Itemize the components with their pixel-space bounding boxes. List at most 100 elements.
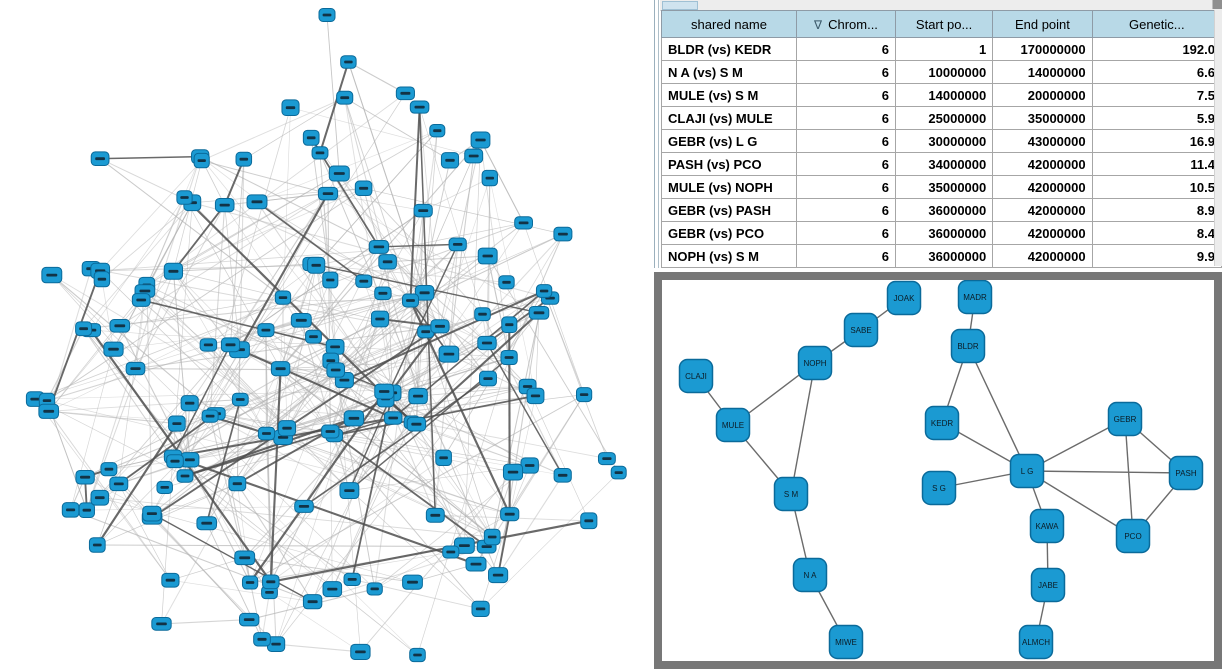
detail-node-l-g[interactable]: L G [1009,453,1045,489]
overview-node[interactable] [438,345,460,363]
overview-node[interactable] [41,266,63,284]
overview-node[interactable] [214,197,235,213]
overview-node[interactable] [322,271,339,289]
overview-node[interactable] [580,512,598,530]
overview-node[interactable] [500,507,520,522]
detail-node-pash[interactable]: PASH [1168,455,1204,491]
overview-node[interactable] [483,528,501,546]
overview-node[interactable] [109,476,129,492]
table-row[interactable]: MULE (vs) S M 6 14000000 20000000 7.5 [661,83,1222,107]
overview-node[interactable] [409,647,426,663]
overview-node[interactable] [435,449,452,467]
overview-node[interactable] [262,574,280,590]
overview-node[interactable] [156,480,173,494]
detail-node-noph[interactable]: NOPH [797,345,833,381]
overview-node[interactable] [318,8,336,22]
overview-node[interactable] [220,337,241,353]
overview-node[interactable] [501,316,518,333]
overview-node[interactable] [151,617,172,631]
detail-node-bldr[interactable]: BLDR [950,328,986,364]
table-row[interactable]: GEBR (vs) PCO 6 36000000 42000000 8.4 [661,221,1222,245]
detail-node-s-g[interactable]: S G [921,470,957,506]
overview-node[interactable] [290,312,312,328]
overview-node[interactable] [350,643,371,660]
overview-node[interactable] [370,310,390,328]
table-row[interactable]: BLDR (vs) KEDR 6 1 170000000 192.0 [661,37,1222,61]
overview-node[interactable] [270,361,291,377]
table-vertical-scrollbar[interactable] [1214,10,1222,266]
overview-node[interactable] [610,465,627,480]
overview-node[interactable] [199,338,218,352]
overview-node[interactable] [317,186,339,201]
overview-node[interactable] [470,131,491,149]
overview-network-canvas[interactable] [0,0,650,669]
column-header-end-point[interactable]: End point [992,10,1093,38]
overview-node[interactable] [355,274,373,288]
overview-node[interactable] [274,290,292,305]
overview-node[interactable] [325,338,345,355]
overview-node[interactable] [228,476,247,492]
overview-node[interactable] [366,582,383,596]
table-row[interactable]: CLAJI (vs) MULE 6 25000000 35000000 5.9 [661,106,1222,130]
detail-node-jabe[interactable]: JABE [1030,567,1066,603]
overview-node[interactable] [277,420,297,437]
detail-node-gebr[interactable]: GEBR [1107,401,1143,437]
overview-node[interactable] [575,387,593,403]
column-header-start-po[interactable]: Start po... [894,10,994,38]
overview-node[interactable] [321,424,340,439]
overview-node[interactable] [257,426,276,441]
overview-node[interactable] [429,124,446,138]
overview-node[interactable] [498,275,515,290]
column-header-shared-name[interactable]: shared name [661,10,797,38]
detail-node-n-a[interactable]: N A [792,557,828,593]
overview-node[interactable] [125,361,146,376]
overview-node[interactable] [528,305,550,320]
overview-node[interactable] [477,335,497,351]
detail-node-mule[interactable]: MULE [715,407,751,443]
detail-node-pco[interactable]: PCO [1115,518,1151,554]
overview-node[interactable] [326,362,346,378]
overview-node[interactable] [395,86,415,101]
overview-node[interactable] [479,370,497,387]
column-header-genetic[interactable]: Genetic... [1091,10,1222,38]
scrollbar-thumb[interactable] [662,1,698,10]
overview-node[interactable] [163,262,184,280]
table-row[interactable]: NOPH (vs) S M 6 36000000 42000000 9.9 [661,244,1222,268]
overview-node[interactable] [553,226,573,242]
overview-node[interactable] [38,403,60,419]
overview-node[interactable] [343,572,361,587]
overview-node[interactable] [235,151,253,167]
overview-node[interactable] [408,387,428,405]
detail-network-canvas[interactable]: JOAK SABE NOPH CLAJI MULE S M N A MIWE MADR BLDR K… [662,280,1214,661]
overview-node[interactable] [302,129,320,146]
overview-node[interactable] [481,169,498,187]
table-row[interactable]: GEBR (vs) L G 6 30000000 43000000 16.9 [661,129,1222,153]
overview-node[interactable] [234,550,256,566]
overview-node[interactable] [161,572,180,588]
overview-node[interactable] [402,574,423,590]
overview-node[interactable] [488,567,509,584]
overview-node[interactable] [336,90,354,105]
overview-node[interactable] [514,216,533,230]
scrollbar-corner-button[interactable] [1212,0,1222,9]
overview-node[interactable] [553,468,572,483]
overview-node[interactable] [93,271,111,288]
overview-node[interactable] [343,410,365,427]
overview-node[interactable] [196,516,217,531]
overview-node[interactable] [471,600,490,618]
overview-node[interactable] [440,152,460,169]
overview-node[interactable] [302,594,323,610]
table-row[interactable]: GEBR (vs) PASH 6 36000000 42000000 8.9 [661,198,1222,222]
overview-node[interactable] [231,392,249,407]
overview-node[interactable] [78,502,95,518]
overview-node[interactable] [340,55,357,69]
overview-network-panel[interactable] [0,0,650,669]
overview-node[interactable] [328,165,350,182]
overview-node[interactable] [374,286,392,301]
overview-node[interactable] [100,462,118,477]
overview-node[interactable] [109,319,131,333]
overview-node[interactable] [409,100,430,114]
overview-node[interactable] [103,341,124,357]
overview-node[interactable] [535,284,553,298]
overview-node[interactable] [464,148,484,164]
